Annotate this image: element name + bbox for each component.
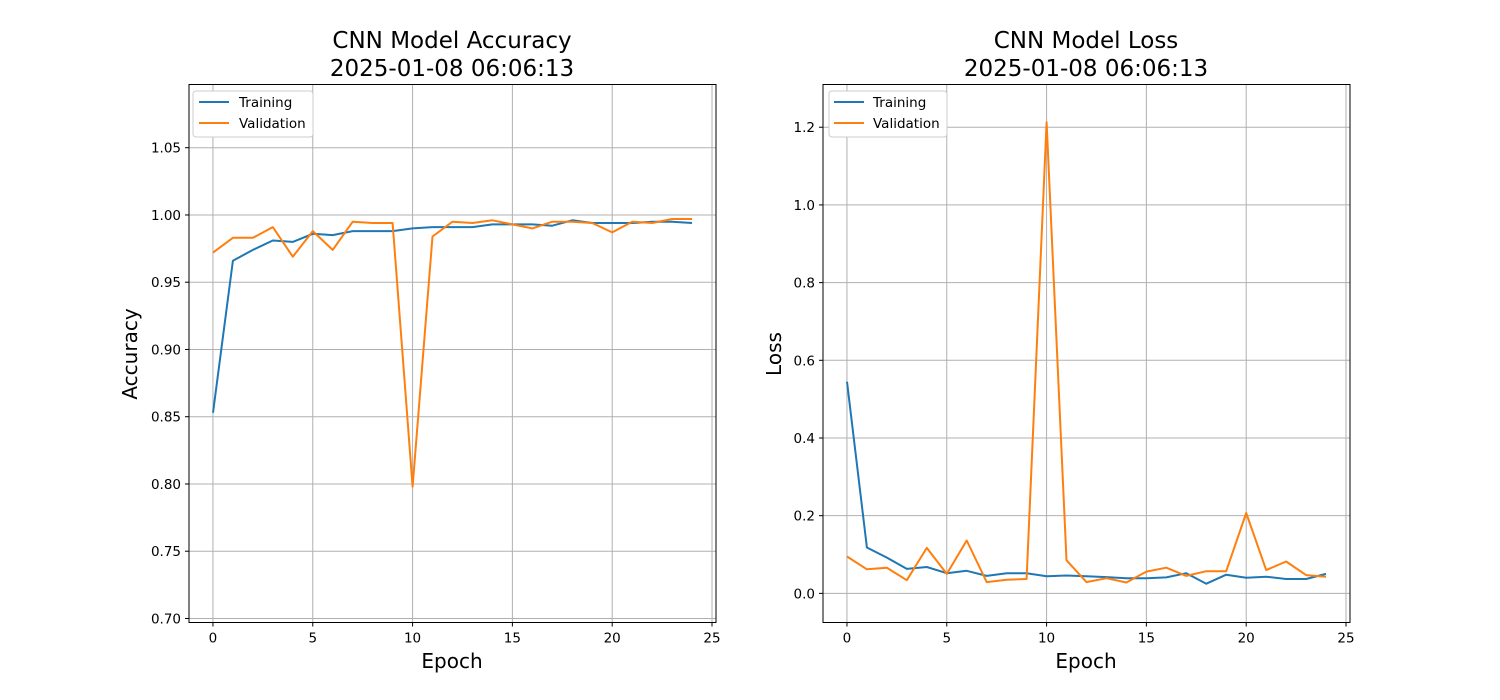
x-tick-label: 25 — [1337, 631, 1354, 647]
y-tick-label: 0.0 — [794, 586, 815, 602]
series-line-training — [846, 381, 1327, 585]
chart-title: CNN Model Loss — [994, 28, 1179, 54]
x-tick-label: 5 — [308, 631, 317, 647]
y-tick-label: 0.75 — [151, 544, 181, 560]
x-tick-label: 10 — [404, 631, 421, 647]
x-tick-label: 5 — [942, 631, 951, 647]
plot-area — [846, 121, 1327, 585]
x-axis-label: Epoch — [1055, 649, 1116, 673]
plot-area — [212, 218, 693, 488]
legend: Training Validation — [828, 90, 948, 138]
axis-ticks: 0 5 10 15 20 25 0.0 0.2 0.4 0.6 0.8 1.0 1.2 — [794, 120, 1355, 646]
y-tick-label: 0.85 — [151, 410, 181, 426]
y-tick-label: 0.95 — [151, 275, 181, 291]
axis-ticks: 0 5 10 15 20 25 0.70 0.75 0.80 0.85 0.90 0.95 1.00 1.… — [151, 141, 721, 647]
legend-label-training: Training — [872, 95, 926, 111]
legend: Training Validation — [192, 90, 314, 138]
grid — [189, 84, 716, 623]
x-tick-label: 10 — [1038, 631, 1055, 647]
accuracy-chart: CNN Model Accuracy 2025-01-08 06:06:13 0… — [118, 28, 721, 673]
grid — [823, 84, 1350, 623]
y-tick-label: 0.80 — [151, 477, 181, 493]
x-tick-label: 20 — [1238, 631, 1255, 647]
y-tick-label: 0.2 — [794, 509, 815, 525]
series-line-validation — [846, 121, 1327, 584]
x-tick-label: 25 — [703, 631, 720, 647]
x-tick-label: 0 — [843, 631, 852, 647]
legend-label-training: Training — [238, 95, 292, 111]
y-axis-label: Accuracy — [118, 308, 142, 399]
series-line-validation — [212, 218, 692, 488]
y-tick-label: 0.70 — [151, 611, 181, 627]
chart-title: CNN Model Accuracy — [332, 28, 571, 54]
y-tick-label: 0.4 — [794, 431, 815, 447]
y-tick-label: 1.2 — [794, 120, 815, 136]
legend-label-validation: Validation — [873, 116, 940, 132]
plot-frame — [188, 84, 717, 623]
plot-frame — [822, 84, 1351, 623]
y-tick-label: 0.90 — [151, 342, 181, 358]
chart-subtitle: 2025-01-08 06:06:13 — [964, 56, 1208, 82]
x-tick-label: 0 — [209, 631, 218, 647]
loss-chart: CNN Model Loss 2025-01-08 06:06:13 0 5 10 1… — [762, 28, 1355, 673]
y-tick-label: 1.05 — [151, 141, 181, 157]
chart-subtitle: 2025-01-08 06:06:13 — [330, 56, 574, 82]
x-tick-label: 20 — [604, 631, 621, 647]
y-axis-label: Loss — [762, 332, 786, 376]
series-line-training — [212, 219, 693, 413]
y-tick-label: 1.0 — [794, 198, 815, 214]
y-tick-label: 0.8 — [794, 276, 815, 292]
x-axis-label: Epoch — [421, 649, 482, 673]
x-tick-label: 15 — [1138, 631, 1155, 647]
legend-label-validation: Validation — [239, 116, 306, 132]
y-tick-label: 1.00 — [151, 208, 181, 224]
y-tick-label: 0.6 — [794, 353, 815, 369]
x-tick-label: 15 — [504, 631, 521, 647]
